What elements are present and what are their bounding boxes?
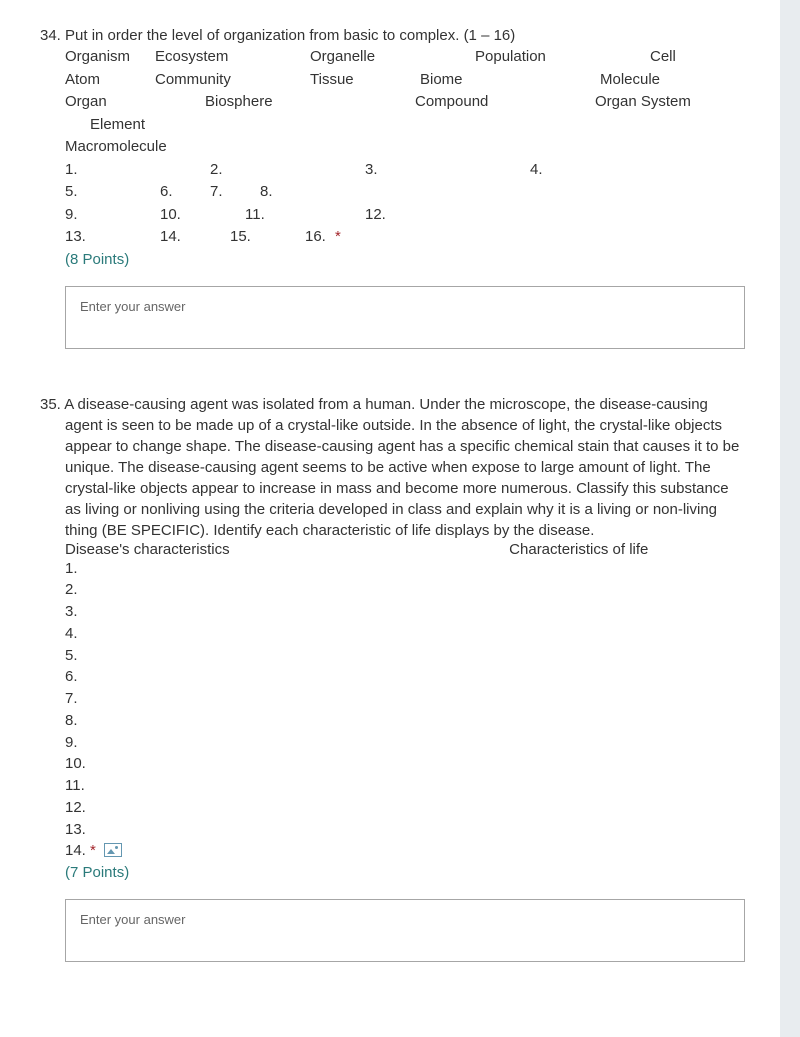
word-item: 7. [210,181,260,204]
q35-heading: 35. A disease-causing agent was isolated… [40,394,740,541]
q34-blanks: 1.2.3.4. 5.6.7.8. 9.10.11.12. 13.14.15.1… [65,159,740,249]
question-35: 35. A disease-causing agent was isolated… [40,394,740,963]
word-item: Atom [65,69,155,92]
word-item: 8. [260,181,300,204]
word-item: Molecule [600,69,670,92]
list-item-label: 14. [65,842,90,859]
q35-col1-header: Disease's characteristics [65,541,505,558]
required-mark: * [335,226,341,249]
word-item: 11. [245,204,365,227]
word-item: Organ System [595,91,705,114]
list-item: 1. [65,558,740,580]
q35-placeholder: Enter your answer [80,912,186,927]
word-item: 16. [305,226,335,249]
word-item: Cell [650,46,690,69]
word-item: Population [475,46,650,69]
question-34: 34. Put in order the level of organizati… [40,25,740,349]
q34-points: (8 Points) [65,251,740,268]
q34-word-bank: OrganismEcosystemOrganellePopulationCell… [65,46,740,159]
list-item: 13. [65,819,740,841]
list-item: 4. [65,623,740,645]
list-item: 6. [65,666,740,688]
list-item: 5. [65,645,740,667]
word-item: Organ [65,91,205,114]
word-item: 3. [365,159,530,182]
word-item: 1. [65,159,210,182]
list-item: 10. [65,753,740,775]
blank-row-1: 1.2.3.4. [65,159,740,182]
word-item: Macromolecule [65,136,205,159]
q34-answer-input[interactable]: Enter your answer [65,286,745,349]
q35-number: 35. [40,396,61,413]
list-item: 9. [65,732,740,754]
word-row-2: AtomCommunityTissueBiomeMolecule [65,69,740,92]
word-row-3: OrganBiosphereCompoundOrgan System [65,91,740,114]
word-item: 10. [160,204,245,227]
word-item: 4. [530,159,570,182]
q35-points: (7 Points) [65,864,740,881]
q35-body-first: A disease-causing agent was isolated fro… [64,396,739,539]
word-item: 13. [65,226,160,249]
word-item: 5. [65,181,160,204]
word-item: Biome [420,69,600,92]
list-item-last: 14. * [65,840,740,862]
blank-row-3: 9.10.11.12. [65,204,740,227]
list-item: 8. [65,710,740,732]
page-container: 34. Put in order the level of organizati… [0,0,780,1037]
word-item: 12. [365,204,405,227]
word-item: Biosphere [205,91,415,114]
list-item: 3. [65,601,740,623]
image-icon [104,843,122,857]
word-item: 14. [160,226,230,249]
list-item: 2. [65,579,740,601]
q34-prompt: 34. Put in order the level of organizati… [40,25,740,46]
word-item: Ecosystem [155,46,310,69]
word-item: Organelle [310,46,475,69]
word-item: 15. [230,226,305,249]
list-item: 12. [65,797,740,819]
word-item: 2. [210,159,365,182]
word-row-4: Element [65,114,740,137]
q35-col2-header: Characteristics of life [509,541,648,558]
word-item: 6. [160,181,210,204]
q34-prompt-text: Put in order the level of organization f… [65,27,515,44]
word-item: Compound [415,91,595,114]
word-item: Organism [65,46,155,69]
required-mark: * [90,842,96,859]
q35-answer-input[interactable]: Enter your answer [65,899,745,962]
list-item: 11. [65,775,740,797]
word-item: Community [155,69,310,92]
q34-number: 34. [40,27,61,44]
word-item: Tissue [310,69,420,92]
blank-row-4: 13.14.15.16.* [65,226,740,249]
word-row-5: Macromolecule [65,136,740,159]
blank-row-2: 5.6.7.8. [65,181,740,204]
q34-placeholder: Enter your answer [80,299,186,314]
word-item: Element [65,114,155,137]
word-row-1: OrganismEcosystemOrganellePopulationCell [65,46,740,69]
list-item: 7. [65,688,740,710]
word-item: 9. [65,204,160,227]
q35-numbered-list: 1.2.3.4.5.6.7.8.9.10.11.12.13.14. * [65,558,740,863]
q35-column-headers: Disease's characteristics Characteristic… [65,541,740,558]
